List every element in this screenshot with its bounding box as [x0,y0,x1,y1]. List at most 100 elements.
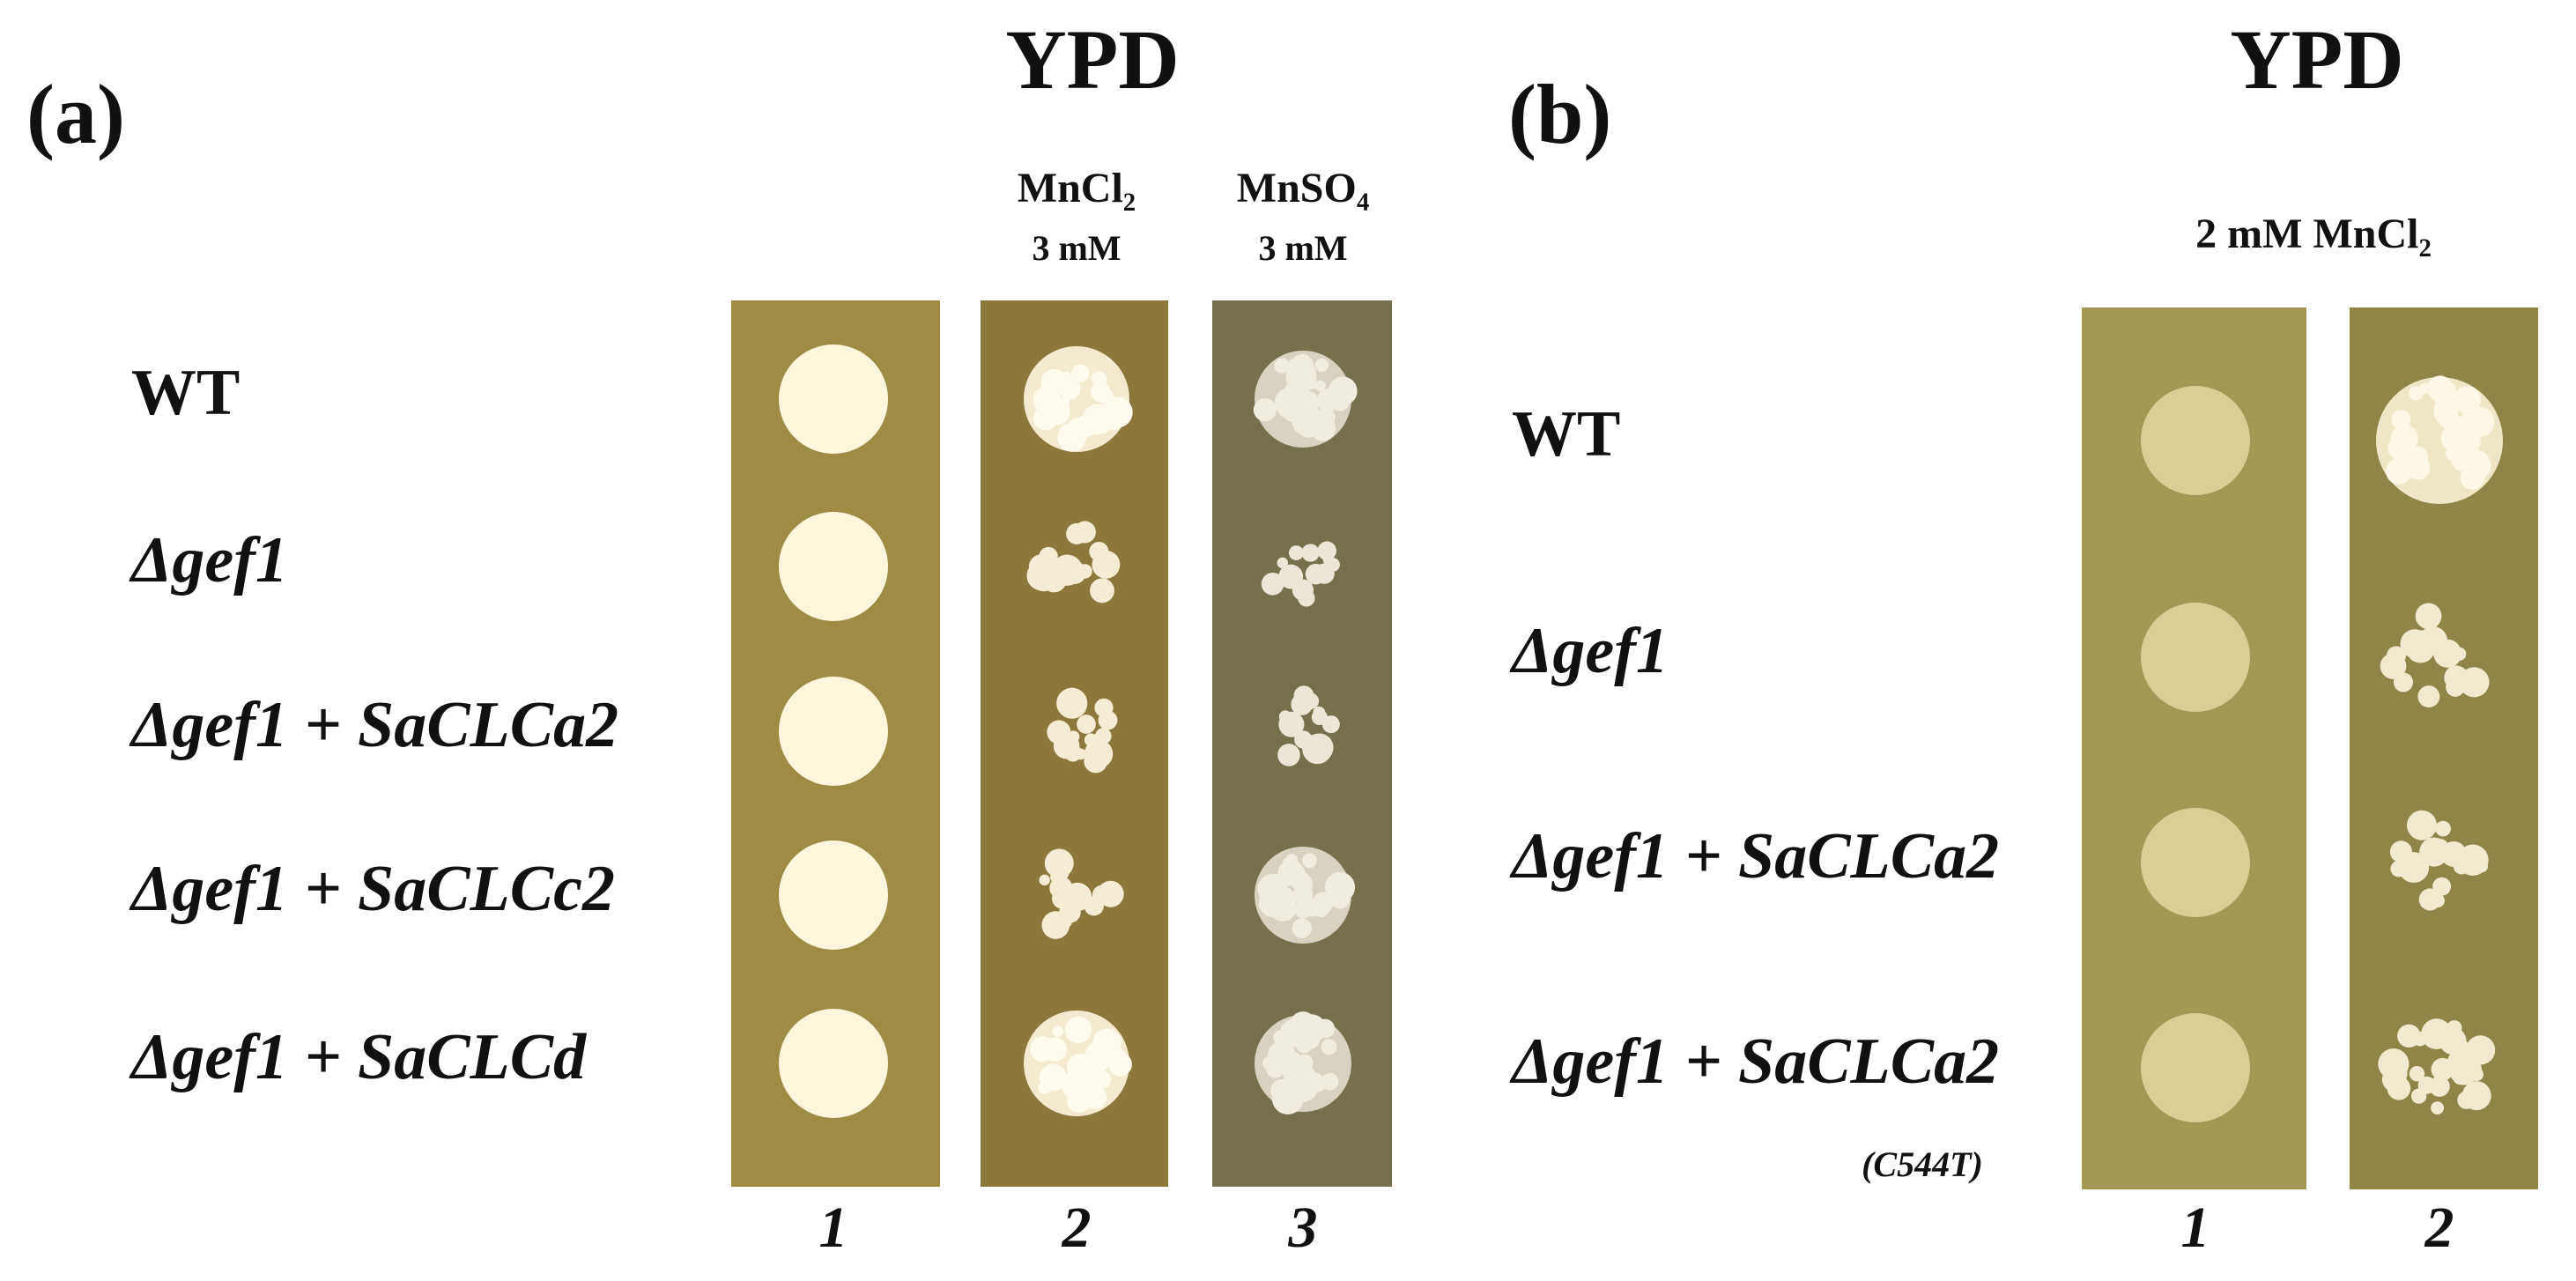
colony [1293,685,1314,707]
colony [1285,853,1299,866]
lane-number: 2 [1062,1196,1092,1260]
colony [1315,408,1336,427]
colony [1094,728,1112,744]
colony [1300,1066,1315,1081]
colony [1047,720,1071,744]
colony [1324,871,1356,903]
colony [2141,1013,2250,1122]
colony [2391,410,2411,430]
colony [1293,865,1306,877]
row-note: (C544T) [1862,1144,1983,1184]
row-label: Δgef1 [129,524,288,596]
colony [2431,893,2445,907]
colony [1314,904,1329,918]
column-condition: 2 mM MnCl₂ [2195,211,2432,257]
colony [1039,874,1050,886]
colony [1274,358,1290,374]
row-label: Δgef1 + SaCLCc2 [129,853,615,925]
colony [2386,458,2412,485]
lane-number: 2 [2424,1196,2454,1260]
colony [1263,885,1286,907]
colony [779,1009,888,1118]
panel-label: (b) [1508,67,1611,161]
colony [2433,639,2462,668]
colony [1097,880,1124,907]
colony [1084,749,1108,774]
colony [2381,1067,2407,1092]
colony [1064,744,1082,762]
colony [2459,667,2490,698]
colony [2389,840,2412,863]
colony [779,840,888,950]
colony [1109,1047,1126,1063]
colony [779,512,888,621]
column-concentration: 3 mM [1032,228,1121,268]
colony [1039,546,1058,566]
colony [1040,399,1057,417]
colony [1273,1030,1289,1045]
row-label: Δgef1 + SaCLCa2 [1509,1026,1999,1098]
colony [2411,630,2432,651]
colony [1294,730,1313,749]
colony [1031,565,1057,592]
column-concentration: 3 mM [1258,228,1347,268]
colony [1076,1057,1088,1070]
colony [1262,1055,1277,1070]
colony [1292,579,1314,601]
colony [1278,710,1292,723]
colony [1314,358,1329,373]
colony [2408,858,2420,870]
colony [1077,715,1096,734]
colony [2435,820,2451,837]
colony [2446,678,2465,697]
colony [2397,1024,2421,1048]
lane-number: 1 [2181,1196,2210,1260]
colony [2431,1101,2445,1115]
colony [2469,459,2486,476]
colony [1288,545,1304,560]
colony [1305,563,1327,585]
colony [1090,578,1114,603]
row-label: Δgef1 + SaCLCd [129,1021,587,1093]
row-label: Δgef1 + SaCLCa2 [129,689,618,761]
colony [1302,853,1317,869]
colony [1270,1078,1294,1102]
colony [779,677,888,786]
colony [2447,1048,2477,1077]
colony [1044,848,1074,878]
colony [2141,386,2250,495]
colony [2405,455,2431,480]
colony [2390,860,2407,877]
colony [1084,1087,1102,1105]
colony [1060,915,1072,929]
colony [1301,544,1320,562]
colony [1317,541,1336,560]
column-compound: MnSO₄ [1237,165,1369,211]
colony [2432,877,2452,896]
colony [2409,386,2424,401]
colony [1064,1016,1092,1044]
colony [1292,885,1314,906]
colony [1280,393,1311,423]
lane-number: 3 [1288,1196,1318,1260]
colony [1091,381,1111,403]
colony [1253,398,1277,422]
colony [2141,603,2250,712]
colony [2453,1070,2468,1085]
panel-title: YPD [1005,12,1179,107]
row-label: WT [131,357,240,429]
colony [1059,378,1076,394]
colony [1095,1032,1107,1043]
colony [1321,1072,1339,1091]
colony [1311,709,1328,726]
colony [2407,810,2438,840]
colony [1084,1040,1114,1070]
colony [1098,710,1118,730]
colony [2452,422,2467,438]
colony [2417,685,2440,707]
colony [1292,918,1312,938]
row-label: Δgef1 + SaCLCa2 [1509,820,1999,892]
colony [1287,358,1305,374]
colony [1277,557,1289,569]
colony [1029,1036,1055,1062]
